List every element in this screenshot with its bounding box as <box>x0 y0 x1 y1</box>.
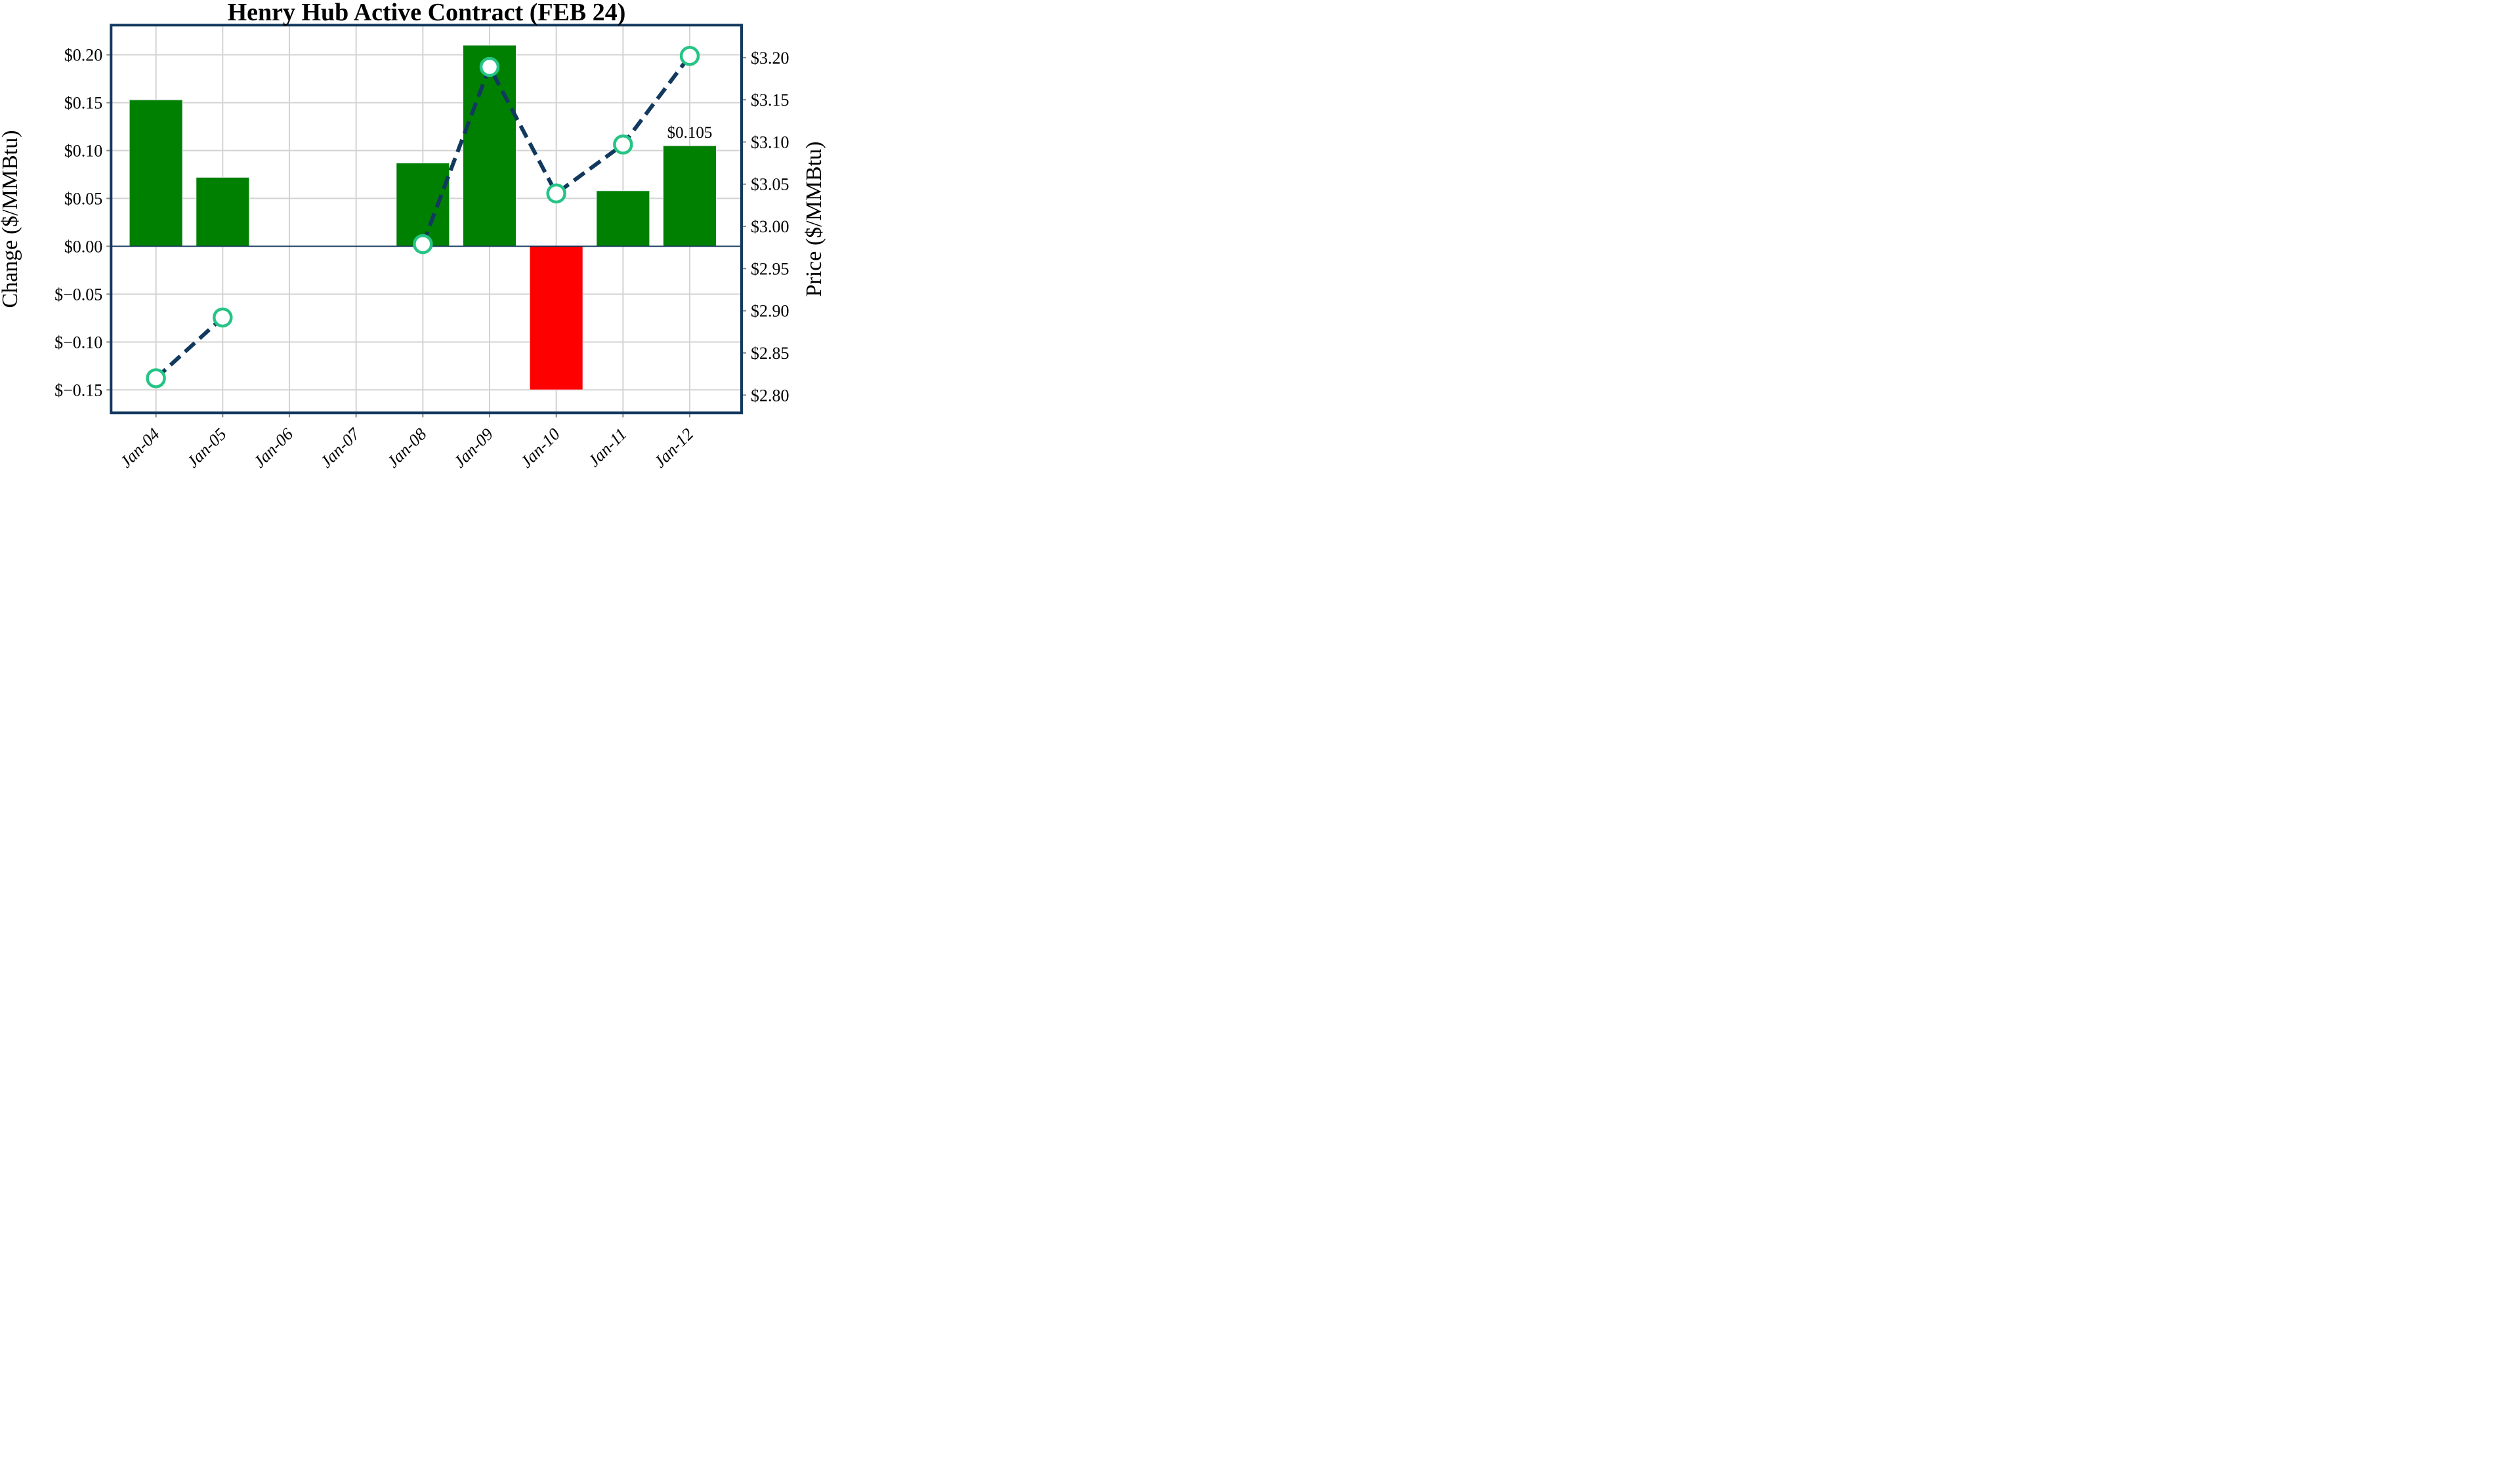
henry-hub-chart: $0.105 $0.20 $0.15 $0.10 $0.05 $0.00 $−0.05 $−… <box>0 0 826 472</box>
right-axis-tick-label: $3.10 <box>751 133 789 152</box>
x-axis-tick-label-jan-05: Jan-05 <box>183 424 230 472</box>
change-bar-jan-12 <box>663 145 717 247</box>
right-axis-tick-label: $2.85 <box>751 344 789 363</box>
price-line-segment <box>421 54 692 245</box>
left-axis-tick-label: $0.00 <box>64 237 103 256</box>
change-bar-jan-04 <box>129 99 183 247</box>
change-bar-jan-10 <box>529 245 583 390</box>
right-axis-label: Price ($/MMBtu) <box>802 141 826 297</box>
price-line-layer <box>154 54 692 380</box>
price-marker-jan-12 <box>679 45 700 66</box>
price-marker-jan-10 <box>546 183 566 204</box>
right-axis-tick-label: $2.95 <box>751 259 789 278</box>
right-axis-tick-label: $3.05 <box>751 175 789 194</box>
price-marker-jan-05 <box>213 307 233 328</box>
right-axis-tick-label: $3.15 <box>751 91 789 110</box>
left-axis-tick-label: $−0.10 <box>54 333 102 352</box>
left-axis-label: Change ($/MMBtu) <box>0 130 22 308</box>
change-bar-jan-05 <box>196 176 250 247</box>
right-axis-tick-label: $2.80 <box>751 386 789 405</box>
right-axis-tick-label: $3.20 <box>751 49 789 68</box>
x-axis-tick-label-jan-08: Jan-08 <box>383 424 430 472</box>
henry-hub-chart-figure: $0.105 $0.20 $0.15 $0.10 $0.05 $0.00 $−0.05 $−… <box>0 0 840 493</box>
annotation-layer: $0.105 <box>667 124 713 142</box>
price-marker-jan-04 <box>146 368 166 388</box>
change-bar-jan-11 <box>596 190 650 247</box>
spines-layer <box>110 24 744 415</box>
x-axis-tick-label-jan-10: Jan-10 <box>516 424 564 472</box>
left-axis-tick-label: $0.20 <box>64 46 103 65</box>
left-axis-tick-label: $0.10 <box>64 141 103 160</box>
left-axis-tick-label: $0.15 <box>64 94 103 113</box>
bar-value-annotation: $0.105 <box>667 124 713 142</box>
x-axis-tick-label-jan-11: Jan-11 <box>584 424 630 470</box>
left-axis-tick-label: $0.05 <box>64 189 103 208</box>
price-line-segment <box>154 316 224 380</box>
left-axis-tick-label: $−0.15 <box>54 380 102 400</box>
x-axis-tick-label-jan-06: Jan-06 <box>250 424 297 472</box>
x-axis-tick-label-jan-12: Jan-12 <box>650 424 698 472</box>
price-marker-jan-09 <box>479 56 500 77</box>
x-axis-tick-label-jan-04: Jan-04 <box>116 424 163 472</box>
price-markers-layer <box>146 45 700 388</box>
change-bar-jan-08 <box>396 162 450 247</box>
price-marker-jan-11 <box>613 134 633 155</box>
price-marker-jan-08 <box>413 234 433 255</box>
left-axis-tick-label: $−0.05 <box>54 285 102 304</box>
x-axis-tick-label-jan-07: Jan-07 <box>316 424 364 471</box>
bars-layer <box>129 45 717 390</box>
plot-border <box>110 24 744 415</box>
chart-title: Henry Hub Active Contract (FEB 24) <box>228 0 626 26</box>
x-axis-tick-label-jan-09: Jan-09 <box>450 424 497 472</box>
right-axis-tick-label: $3.00 <box>751 217 789 236</box>
right-axis-tick-label: $2.90 <box>751 302 789 321</box>
